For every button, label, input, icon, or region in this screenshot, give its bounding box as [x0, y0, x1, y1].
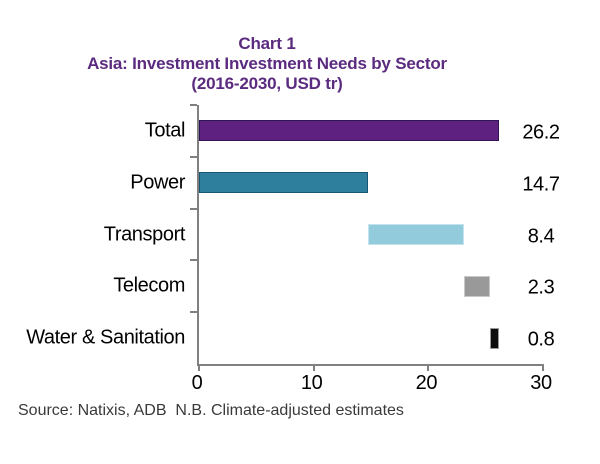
value-label-total: 26.2: [522, 121, 560, 144]
x-axis-tick: [312, 364, 315, 371]
plot-area: [190, 104, 544, 371]
category-label-telecom: Telecom: [113, 274, 185, 297]
category-label-power: Power: [130, 171, 185, 194]
bar-transport: [367, 224, 464, 245]
y-axis-tick: [190, 207, 197, 210]
x-axis-label-10: 10: [300, 372, 323, 394]
bar-telecom: [463, 275, 491, 297]
category-label-water-sanitation: Water & Sanitation: [26, 326, 185, 349]
value-label-water-sanitation: 0.8: [527, 328, 555, 351]
chart-unit-note: (2016-2030, USD tr): [191, 74, 343, 93]
category-label-total: Total: [144, 119, 186, 142]
y-axis-tick: [190, 104, 197, 106]
x-axis-tick: [427, 364, 430, 371]
bar-water-sanitation: [490, 327, 500, 349]
y-axis-tick: [190, 259, 197, 262]
x-axis-label-0: 0: [191, 372, 203, 394]
x-axis-tick: [198, 364, 200, 371]
y-axis-tick: [190, 155, 197, 158]
value-label-telecom: 2.3: [527, 276, 555, 299]
value-label-power: 14.7: [522, 173, 560, 196]
y-axis-tick: [190, 311, 197, 314]
x-axis-label-30: 30: [530, 372, 552, 394]
chart-header: Chart 1 Asia: Investment Investment Need…: [0, 34, 534, 94]
x-axis-tick: [542, 364, 544, 371]
bar-total: [199, 120, 500, 142]
chart-title: Asia: Investment Investment Needs by Sec…: [87, 54, 447, 73]
chart-number: Chart 1: [238, 34, 296, 53]
bar-power: [199, 172, 368, 194]
value-label-transport: 8.4: [527, 225, 555, 247]
source-note: Source: Natixis, ADB N.B. Climate-adjust…: [18, 402, 404, 419]
x-axis-label-20: 20: [415, 372, 438, 394]
category-label-transport: Transport: [103, 223, 186, 245]
